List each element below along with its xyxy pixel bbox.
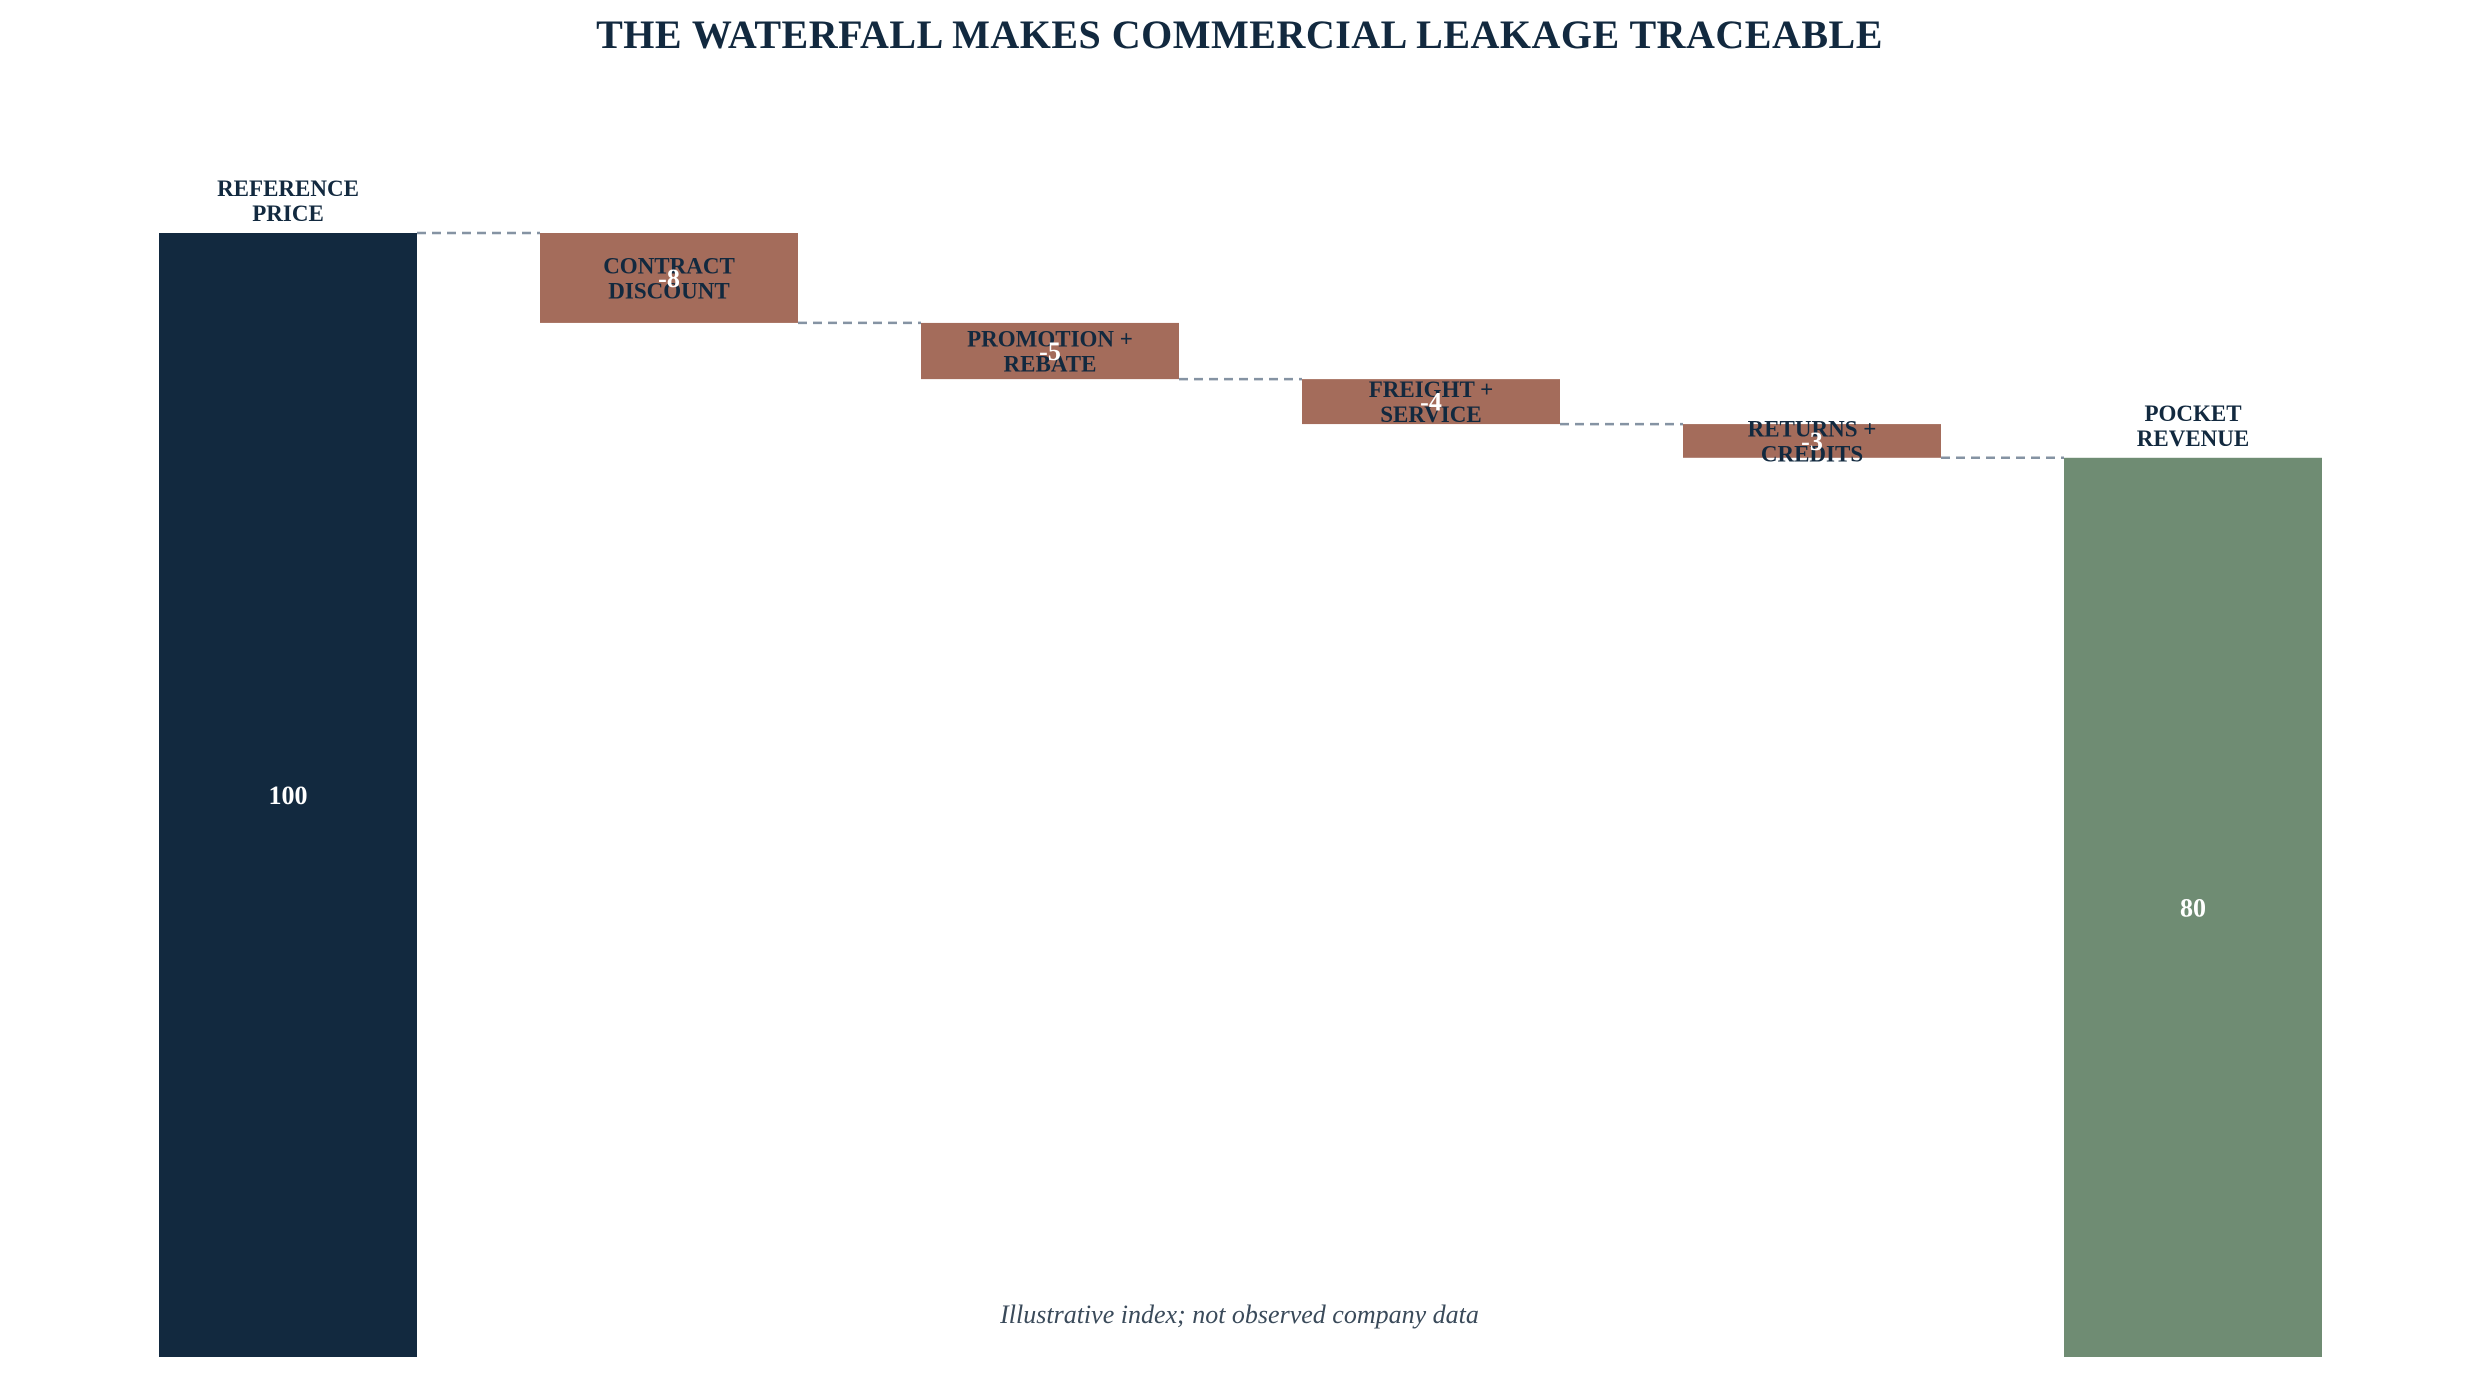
value-label-0: 100 xyxy=(269,781,308,810)
category-label-3: FREIGHT + SERVICE xyxy=(1369,377,1494,427)
category-label-1: CONTRACT DISCOUNT xyxy=(603,253,735,303)
category-label-5: POCKET REVENUE xyxy=(2137,401,2249,451)
chart-note: Illustrative index; not observed company… xyxy=(999,1300,1479,1329)
category-label-2: PROMOTION + REBATE xyxy=(967,327,1133,377)
bar-4 xyxy=(1683,424,1941,458)
bars-layer xyxy=(159,233,2322,1357)
connectors-layer xyxy=(417,231,2064,460)
labels-layer: REFERENCE PRICE 100 CONTRACT DISCOUNT-8 PROMO… xyxy=(217,176,2249,922)
bar-1 xyxy=(540,233,798,323)
category-label-4: RETURNS + CREDITS xyxy=(1748,416,1877,466)
chart-title: THE WATERFALL MAKES COMMERCIAL LEAKAGE T… xyxy=(596,12,1883,57)
value-label-2: -5 xyxy=(1039,337,1061,366)
bar-2 xyxy=(921,322,1179,380)
bar-0 xyxy=(159,233,417,1357)
value-label-3: -4 xyxy=(1420,388,1442,417)
category-label-0: REFERENCE PRICE xyxy=(217,176,359,226)
value-label-1: -8 xyxy=(658,264,680,293)
value-label-4: -3 xyxy=(1801,427,1823,456)
bar-3 xyxy=(1302,379,1560,425)
bar-5 xyxy=(2064,457,2322,1357)
value-label-5: 80 xyxy=(2180,893,2206,922)
